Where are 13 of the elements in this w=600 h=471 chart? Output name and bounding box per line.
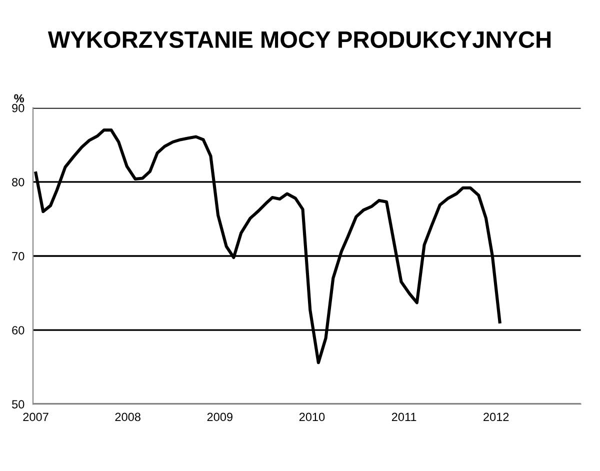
y-axis-title: %	[14, 94, 24, 103]
x-tick-label: 2011	[392, 412, 416, 422]
x-tick-label: 2012	[484, 412, 509, 422]
y-tick-label: 70	[12, 252, 24, 260]
x-tick-label: 2008	[115, 412, 140, 422]
y-tick-label: 80	[12, 178, 24, 186]
chart-title: WYKORZYSTANIE MOCY PRODUKCYJNYCH	[48, 31, 551, 48]
y-tick-label: 50	[12, 400, 24, 409]
x-tick-label: 2009	[207, 412, 232, 422]
x-tick-label: 2007	[23, 412, 48, 422]
x-tick-label: 2010	[299, 412, 325, 422]
y-tick-label: 90	[12, 104, 24, 112]
y-tick-label: 60	[12, 326, 24, 334]
